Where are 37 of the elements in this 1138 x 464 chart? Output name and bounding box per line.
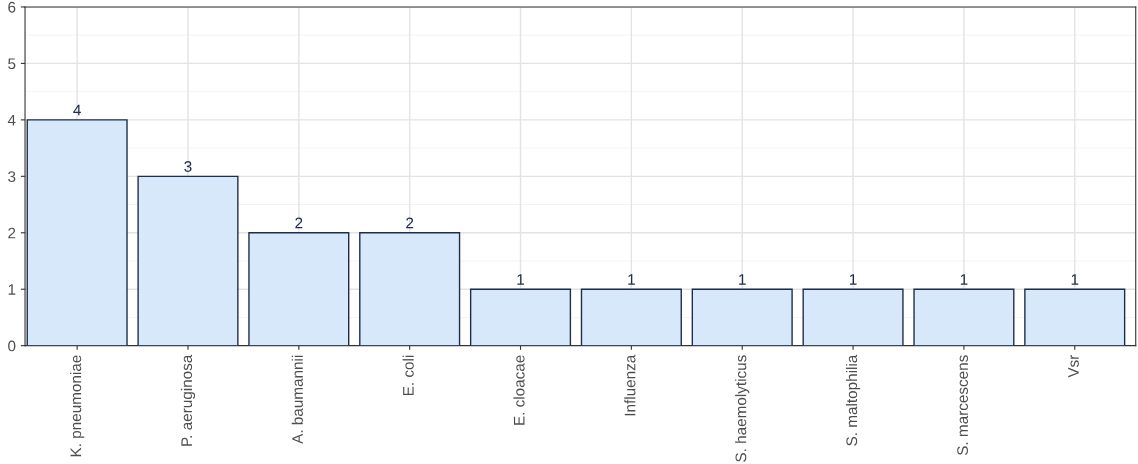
x-tick-label: E. cloacae xyxy=(513,355,525,425)
x-tick-label: E. coli xyxy=(402,355,414,396)
data-label: 2 xyxy=(295,217,303,229)
bar xyxy=(1024,288,1126,346)
data-label: 4 xyxy=(73,104,81,116)
data-label: 2 xyxy=(406,217,414,229)
data-label: 1 xyxy=(1071,274,1079,285)
x-tick-label: Vsr xyxy=(1068,354,1079,378)
data-label: 1 xyxy=(960,274,968,285)
x-tick-label: S. haemolyticus xyxy=(735,355,750,462)
y-tick-label: 6 xyxy=(8,1,16,13)
bar xyxy=(691,288,793,346)
data-label: 1 xyxy=(628,274,635,285)
bar xyxy=(359,232,461,346)
y-tick-label: 4 xyxy=(7,114,16,126)
bar xyxy=(137,175,239,346)
x-tick-label: A. baumannii xyxy=(291,355,303,444)
bar xyxy=(248,232,350,346)
data-label: 1 xyxy=(849,274,857,285)
bar xyxy=(802,288,904,346)
bar xyxy=(913,288,1015,346)
y-tick-label: 3 xyxy=(8,171,16,183)
data-label: 3 xyxy=(184,161,192,172)
data-label: 1 xyxy=(739,274,746,285)
x-tick-label: Influenza xyxy=(624,354,636,416)
x-tick-label: P. aeruginosa xyxy=(180,354,196,446)
y-tick-label: 5 xyxy=(8,58,16,70)
y-tick-label: 2 xyxy=(8,227,16,239)
y-tick-label: 0 xyxy=(8,340,16,352)
bar xyxy=(580,288,682,346)
data-label: 1 xyxy=(517,274,525,285)
x-tick-label: S. maltophilia xyxy=(845,354,861,446)
x-tick-label: K. pneumoniae xyxy=(70,355,85,457)
y-tick-label: 1 xyxy=(8,284,16,295)
bar xyxy=(469,288,572,346)
x-tick-label: S. marcescens xyxy=(957,355,969,456)
bar xyxy=(26,119,128,346)
